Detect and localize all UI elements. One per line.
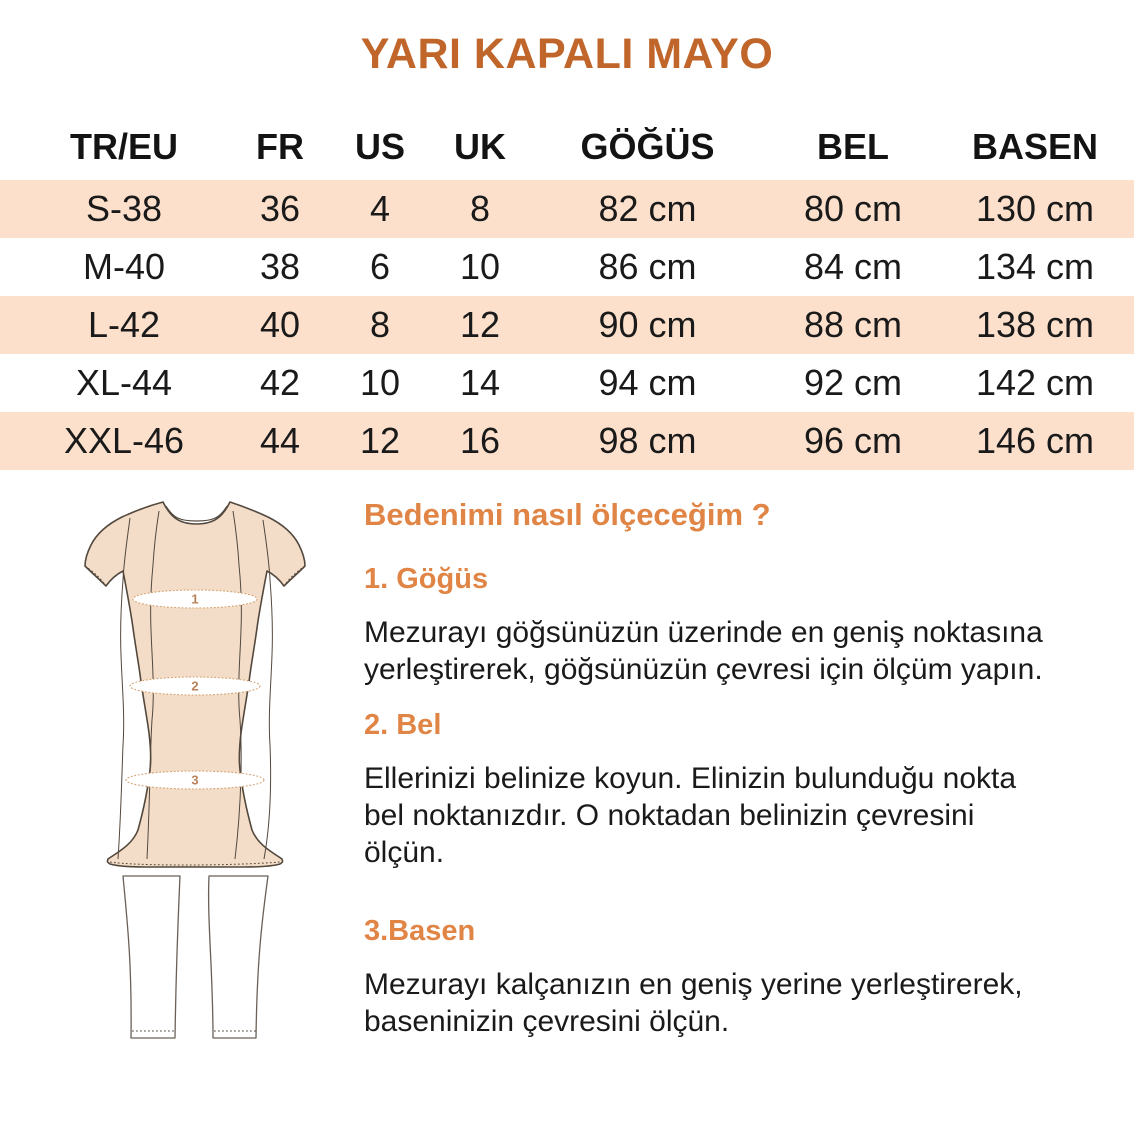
svg-text:2: 2: [191, 679, 198, 694]
svg-text:3: 3: [191, 773, 198, 788]
svg-text:1: 1: [191, 592, 198, 607]
